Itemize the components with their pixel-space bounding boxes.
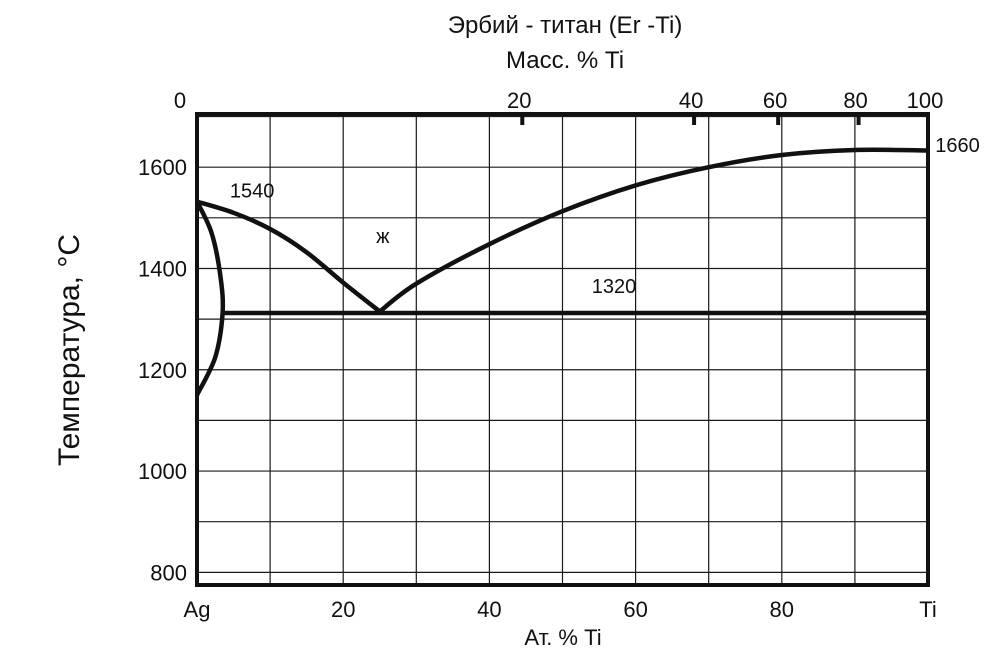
annotation-label: 1540: [230, 181, 275, 203]
x-tick-label: Ag: [184, 597, 211, 622]
x-axis-label: Ат. % Ti: [524, 625, 601, 650]
y-tick-label: 1200: [138, 358, 187, 383]
plot-frame: [195, 112, 930, 587]
series-curve-1: [196, 199, 382, 314]
series-curve-2: [378, 147, 929, 314]
top-tick-label: 0: [174, 88, 186, 113]
y-tick-label: 800: [150, 560, 187, 585]
top-tick-label: 80: [843, 88, 867, 113]
annotation-label: 1320: [592, 276, 637, 298]
x-tick-label: Ti: [919, 597, 937, 622]
top-tick-label: 40: [679, 88, 703, 113]
top-axis-ticks: [520, 114, 861, 125]
annotation-label: ж: [376, 226, 390, 248]
top-tick-label: 60: [763, 88, 787, 113]
annotation-label: 1660: [935, 135, 980, 157]
tick-labels: Ag 20 40 60 80 Ti 800 1000 1200 1400 1600 0 20 40 60 80…: [138, 88, 943, 622]
x-tick-label: 20: [331, 597, 355, 622]
y-tick-label: 1600: [138, 155, 187, 180]
x-tick-label: 40: [477, 597, 501, 622]
x-tick-label: 80: [770, 597, 794, 622]
top-tick-label: 20: [507, 88, 531, 113]
top-axis-label: Масс. % Ti: [506, 47, 624, 74]
y-tick-label: 1000: [138, 459, 187, 484]
top-tick-label: 100: [907, 88, 944, 113]
series-curve-4: [194, 200, 226, 397]
chart-title: Эрбий - титан (Er -Ti): [448, 12, 683, 39]
y-axis-label: Температура, °С: [53, 234, 86, 466]
grid: [196, 114, 929, 585]
x-tick-label: 60: [623, 597, 647, 622]
phase-boundary-curves: [194, 147, 929, 397]
y-tick-label: 1400: [138, 256, 187, 281]
annotations: 1540 ж 1320 1660: [230, 135, 980, 298]
